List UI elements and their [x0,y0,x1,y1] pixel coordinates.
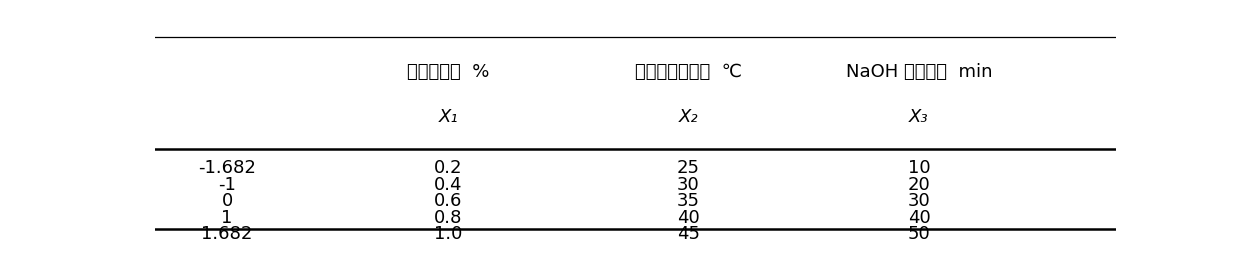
Text: 25: 25 [677,159,699,177]
Text: 50: 50 [908,225,930,243]
Text: 草酸铵浓度  %: 草酸铵浓度 % [407,63,490,81]
Text: 30: 30 [908,192,930,210]
Text: 草酸铵水浴温度  ℃: 草酸铵水浴温度 ℃ [635,63,742,81]
Text: 30: 30 [677,176,699,194]
Text: -1.682: -1.682 [198,159,255,177]
Text: 0.8: 0.8 [434,209,463,227]
Text: 40: 40 [908,209,930,227]
Text: -1: -1 [218,176,236,194]
Text: 0.6: 0.6 [434,192,463,210]
Text: 35: 35 [677,192,699,210]
Text: NaOH 水浴时间  min: NaOH 水浴时间 min [846,63,992,81]
Text: 1.0: 1.0 [434,225,463,243]
Text: 0.2: 0.2 [434,159,463,177]
Text: 45: 45 [677,225,699,243]
Text: 40: 40 [677,209,699,227]
Text: X₁: X₁ [438,108,458,126]
Text: X₃: X₃ [909,108,929,126]
Text: 0.4: 0.4 [434,176,463,194]
Text: 20: 20 [908,176,930,194]
Text: 1: 1 [222,209,233,227]
Text: 10: 10 [908,159,930,177]
Text: 1.682: 1.682 [201,225,253,243]
Text: 0: 0 [222,192,233,210]
Text: X₂: X₂ [678,108,698,126]
